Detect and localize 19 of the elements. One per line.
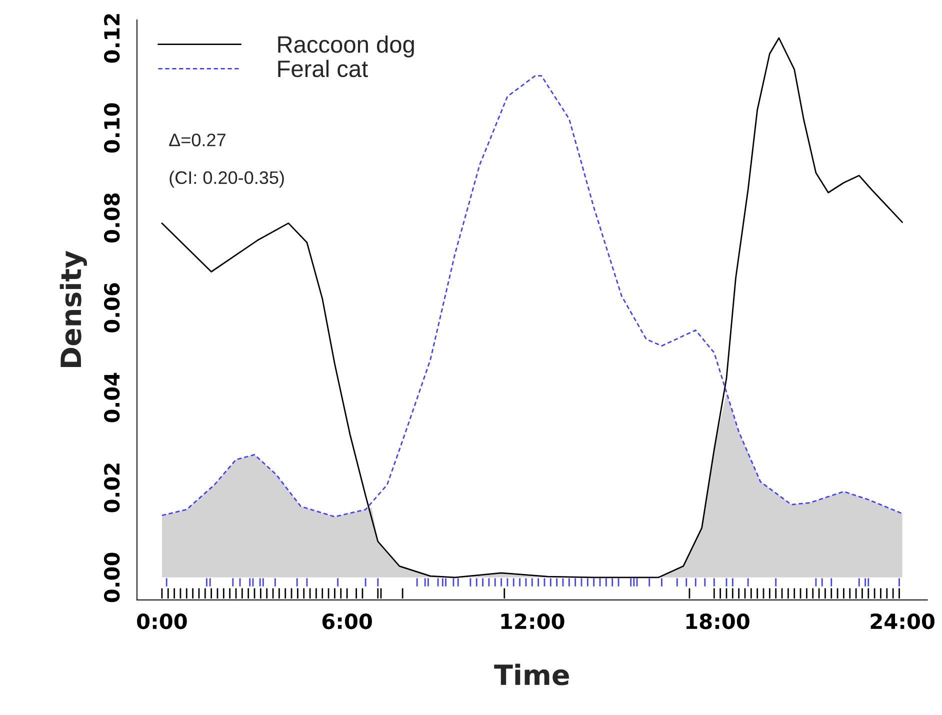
x-tick-label: 18:00 (686, 613, 750, 630)
legend-label: Feral cat (278, 60, 368, 78)
x-tick-label: 6:00 (322, 613, 372, 630)
y-tick-label: 0.12 (104, 14, 120, 63)
x-axis-title: Time (494, 664, 569, 686)
legend-label: Raccoon dog (278, 35, 414, 58)
annotation: (CI: 0.20-0.35) (170, 170, 284, 188)
y-tick-label: 0.08 (104, 193, 120, 243)
y-tick-label: 0.02 (104, 464, 120, 512)
x-tick-label: 12:00 (501, 613, 564, 630)
y-tick-label: 0.04 (104, 372, 120, 422)
y-tick-label: 0.06 (104, 283, 120, 332)
y-tick-label: 0.00 (104, 552, 120, 602)
y-axis-title: Density (60, 250, 87, 367)
x-tick-label: 0:00 (137, 613, 187, 630)
annotation: Δ=0.27 (169, 134, 226, 146)
line-series (161, 37, 904, 578)
x-tick-label: 24:00 (870, 613, 934, 630)
y-tick-label: 0.10 (104, 103, 120, 153)
